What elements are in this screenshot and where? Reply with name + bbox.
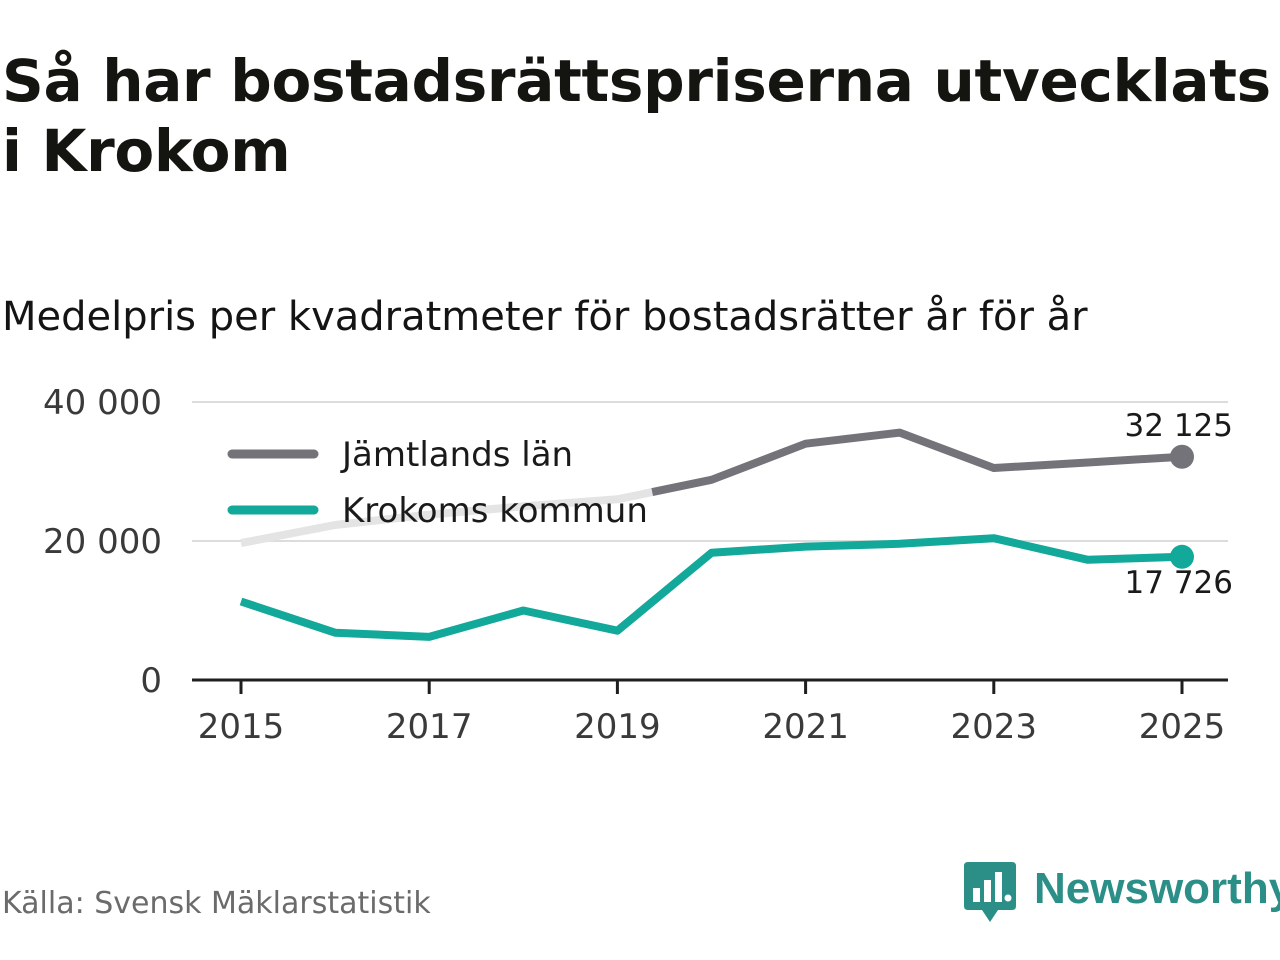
y-tick-label: 40 000: [43, 383, 162, 423]
series-lines: [239, 428, 1194, 641]
series-line-krokom: [239, 534, 1183, 641]
brand-name: Newsworthy: [1034, 864, 1280, 913]
chart-title: Så har bostadsrättspriserna utvecklats i…: [2, 47, 1271, 185]
x-tick-label: 2017: [386, 707, 473, 747]
x-tick-label: 2025: [1139, 707, 1226, 747]
y-tick-label: 0: [140, 661, 162, 701]
x-tick-label: 2021: [762, 707, 849, 747]
series-line-jamtland: [651, 428, 1183, 497]
gridlines: [192, 401, 1228, 542]
end-point-krokom: [1170, 544, 1194, 569]
end-label-krokom: 17 726: [1125, 565, 1233, 601]
legend-label-jamtland: Jämtlands län: [340, 435, 573, 475]
chart-subtitle: Medelpris per kvadratmeter för bostadsrä…: [2, 294, 1088, 340]
legend: Jämtlands län Krokoms kommun: [227, 435, 648, 531]
newsworthy-logo-icon: [964, 862, 1016, 922]
series-line-jamtland-faded: [240, 488, 654, 548]
y-tick-label: 20 000: [43, 522, 162, 562]
newsworthy-logo: Newsworthy: [964, 862, 1280, 928]
axes: 0 20 000 40 000 2015 2017 2019 2021 2023 2025: [43, 383, 1228, 747]
end-point-jamtland: [1170, 444, 1194, 469]
x-tick-label: 2023: [951, 707, 1038, 747]
x-tick-label: 2019: [574, 707, 661, 747]
x-tick-label: 2015: [198, 707, 285, 747]
line-chart: 0 20 000 40 000 2015 2017 2019 2021 2023 2025 Jä…: [43, 383, 1233, 747]
end-labels: 32 125 17 726: [1125, 408, 1233, 601]
source-note: Källa: Svensk Mäklarstatistik: [2, 886, 431, 921]
end-label-jamtland: 32 125: [1125, 408, 1233, 444]
legend-label-krokom: Krokoms kommun: [342, 491, 648, 531]
